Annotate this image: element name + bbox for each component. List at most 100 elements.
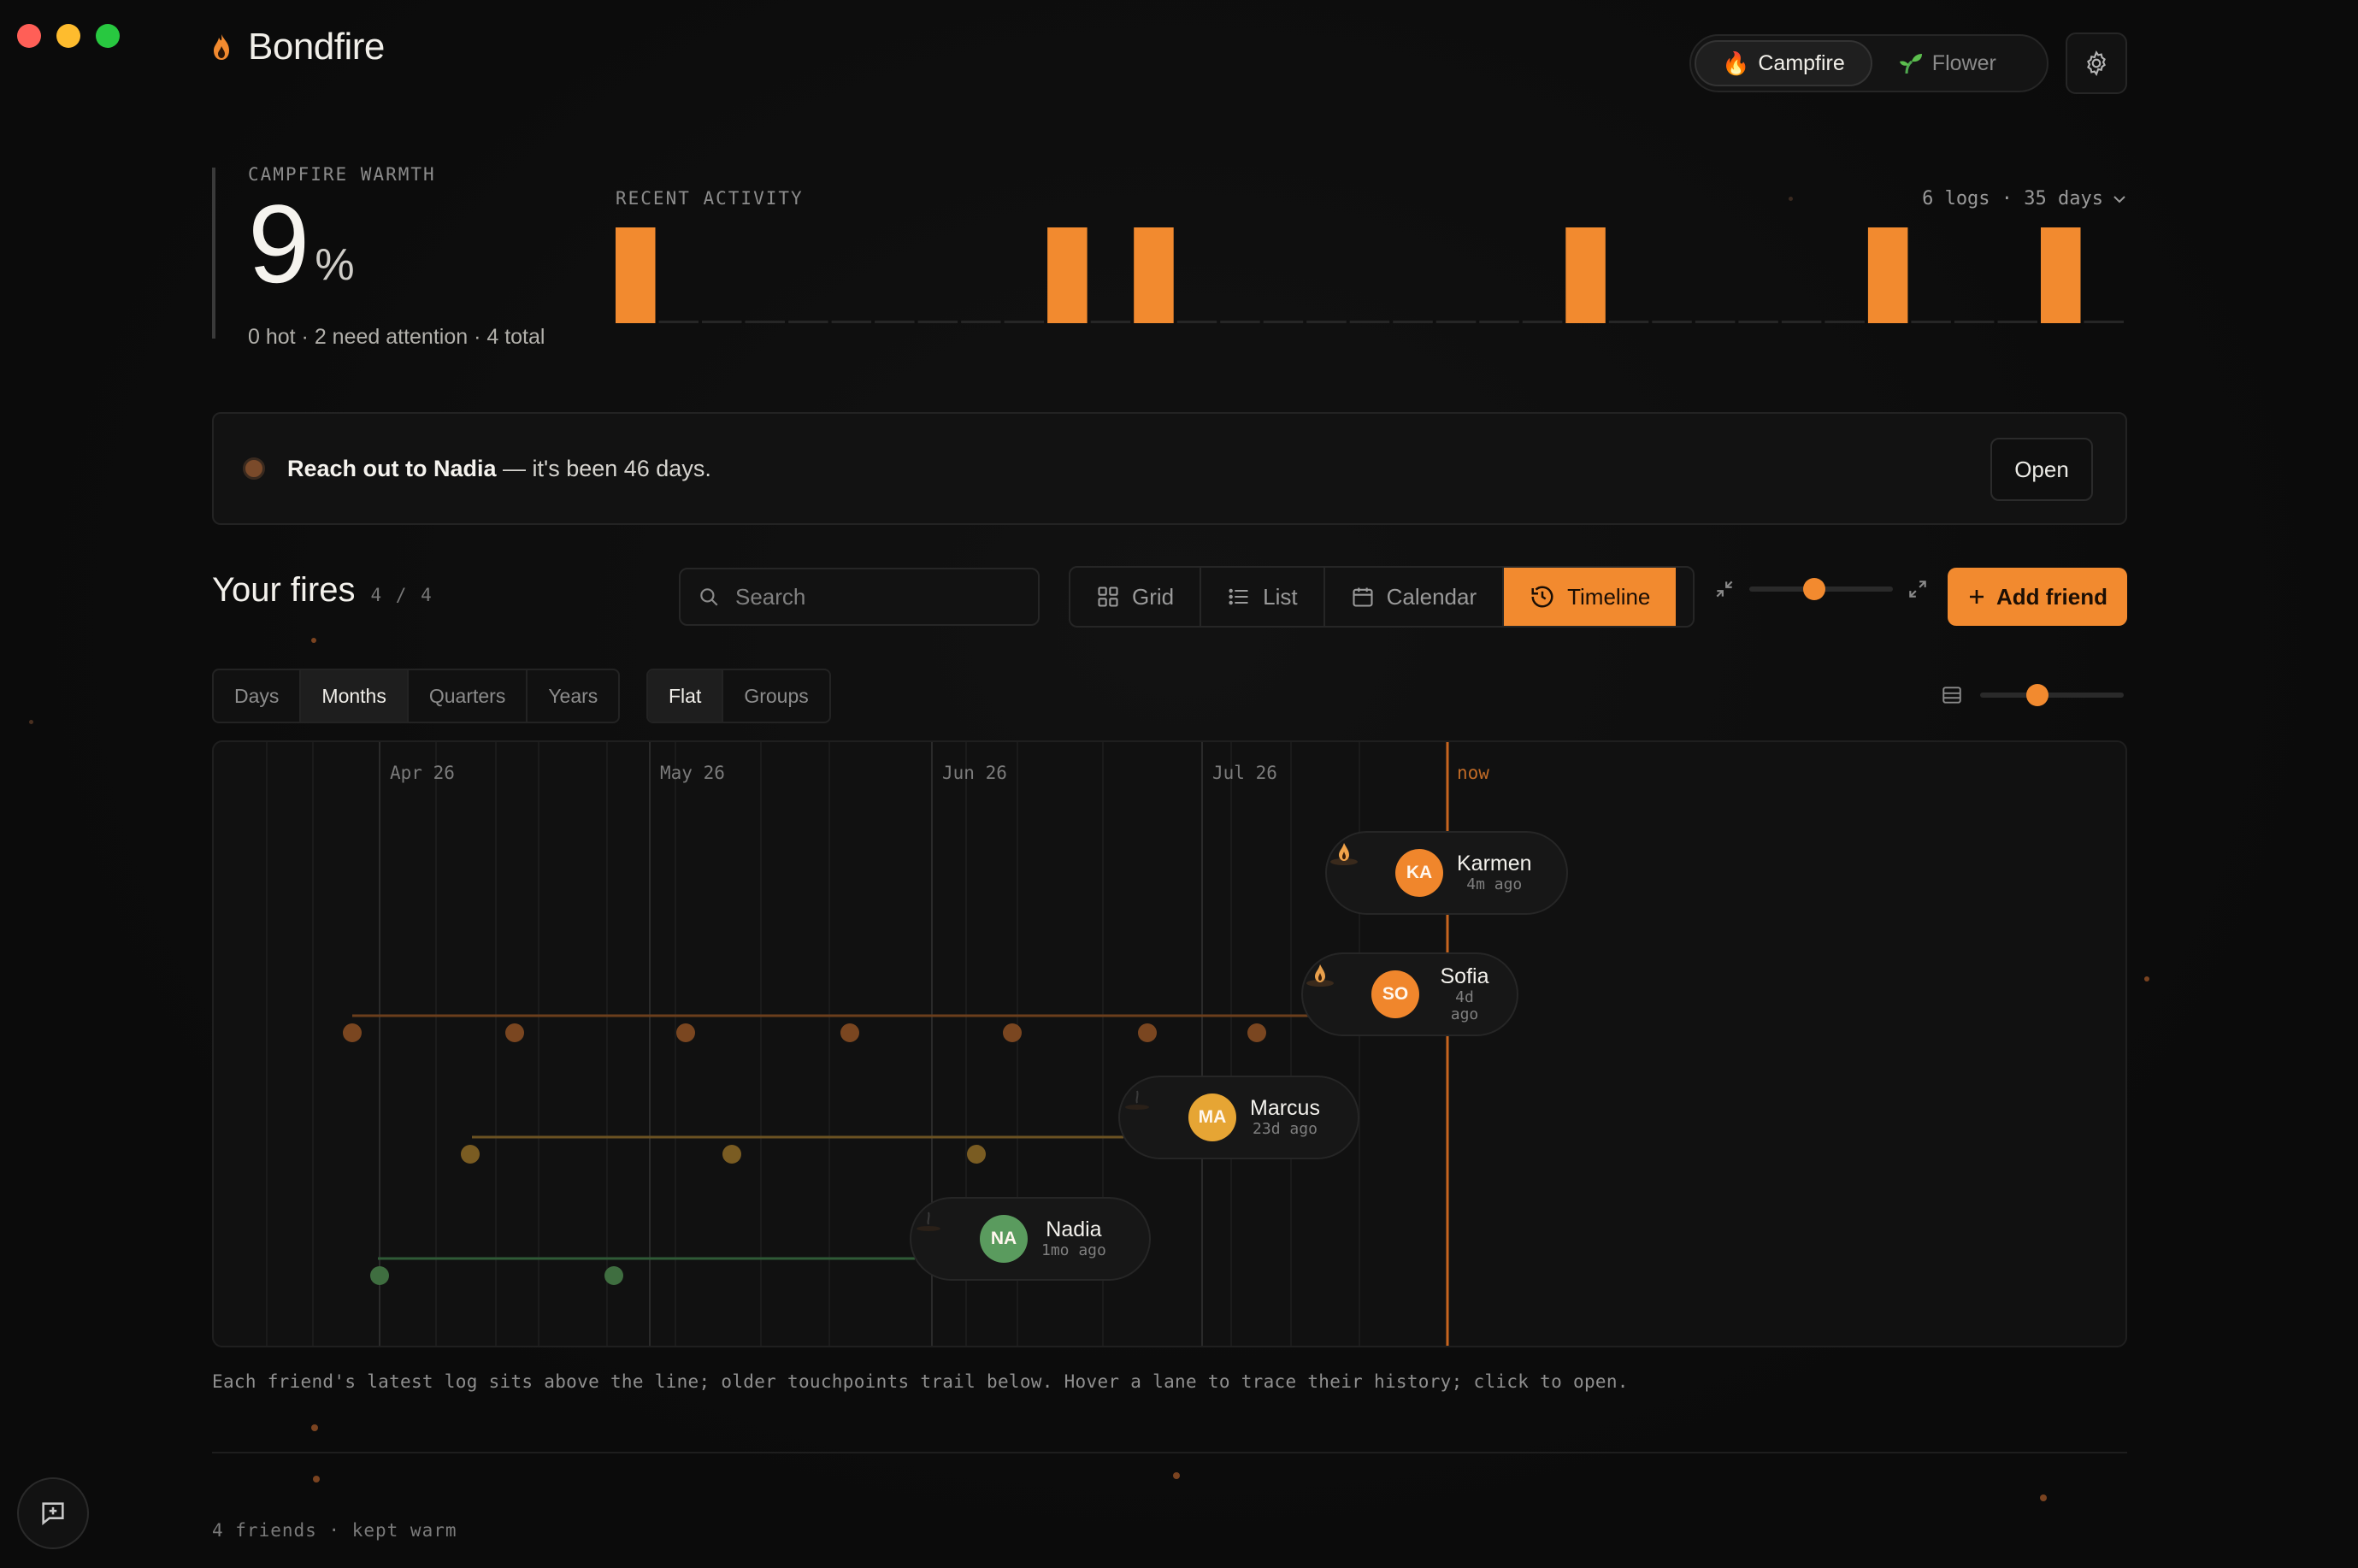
reminder-status-dot [243, 457, 265, 480]
list-icon [1229, 588, 1248, 605]
activity-empty-day [1522, 321, 1563, 323]
settings-button[interactable] [2066, 32, 2127, 94]
sprout-icon [1899, 54, 1922, 74]
activity-bar [1565, 227, 1606, 323]
range-days-button[interactable]: Days [214, 670, 302, 722]
rows-icon [1942, 687, 1961, 704]
fires-count: 4 / 4 [370, 585, 433, 605]
campfire-icon [1330, 843, 1388, 897]
history-icon [1531, 586, 1553, 608]
search-input[interactable]: Search [679, 568, 1040, 626]
activity-empty-day [702, 321, 742, 323]
friend-pill-karmen[interactable]: KA Karmen 4m ago [1325, 831, 1568, 915]
ember-particle [311, 1424, 318, 1431]
activity-empty-day [1738, 321, 1778, 323]
activity-empty-day [961, 321, 1001, 323]
activity-empty-day [1263, 321, 1304, 323]
feedback-button[interactable] [17, 1477, 89, 1549]
smoke-icon [917, 1211, 973, 1263]
range-months-button[interactable]: Months [301, 670, 409, 722]
campfire-warmth-stat: CAMPFIRE WARMTH 9 % 0 hot · 2 need atten… [212, 164, 545, 349]
activity-empty-day [788, 321, 828, 323]
activity-empty-day [1479, 321, 1519, 323]
ember-particle [313, 1476, 320, 1483]
mode-toggle: 🔥 Campfire Flower [1689, 34, 2049, 92]
layout-groups-button[interactable]: Groups [744, 684, 809, 707]
ember-particle [1173, 1472, 1180, 1479]
timeline-canvas [266, 742, 1449, 1346]
warmth-label: CAMPFIRE WARMTH [248, 164, 436, 185]
expand-icon[interactable] [1907, 578, 1929, 600]
maximize-window-button[interactable] [96, 24, 120, 48]
activity-empty-day [1997, 321, 2037, 323]
warmth-unit: % [315, 240, 355, 290]
close-window-button[interactable] [17, 24, 41, 48]
layout-flat-button[interactable]: Flat [648, 670, 724, 722]
activity-bar [1867, 227, 1908, 323]
friend-last-log: 23d ago [1253, 1119, 1318, 1138]
window-controls [17, 24, 120, 48]
avatar: KA [1395, 849, 1443, 897]
divider [212, 1452, 2127, 1453]
view-label: Grid [1132, 583, 1175, 610]
density-slider-knob[interactable] [2026, 684, 2049, 706]
friend-pill-marcus[interactable]: MA Marcus 23d ago [1118, 1076, 1359, 1159]
friend-pill-sofia[interactable]: SO Sofia 4d ago [1301, 952, 1518, 1036]
activity-empty-day [1954, 321, 1995, 323]
add-friend-button[interactable]: Add friend [1948, 568, 2127, 626]
minimize-window-button[interactable] [56, 24, 80, 48]
reminder-friend-name: Reach out to Nadia [287, 455, 497, 481]
month-label: Apr 26 [390, 763, 455, 783]
range-quarters-button[interactable]: Quarters [409, 670, 528, 722]
ember-particle [2144, 976, 2149, 981]
activity-empty-day [1652, 321, 1692, 323]
fires-title: Your fires [212, 571, 356, 609]
activity-empty-day [1090, 321, 1131, 323]
view-list-button[interactable]: List [1201, 568, 1325, 626]
reminder-message: Reach out to Nadia — it's been 46 days. [287, 456, 711, 482]
add-friend-label: Add friend [1996, 583, 2107, 610]
mode-flower-button[interactable]: Flower [1872, 40, 2022, 86]
campfire-icon [1306, 964, 1365, 1018]
activity-empty-day [917, 321, 958, 323]
activity-range-dropdown[interactable]: 6 logs · 35 days [1922, 188, 2127, 209]
activity-empty-day [1004, 321, 1045, 323]
mode-label: Campfire [1758, 50, 1845, 75]
plus-icon [1970, 590, 1984, 604]
activity-empty-day [1781, 321, 1822, 323]
avatar: NA [980, 1215, 1028, 1263]
view-grid-button[interactable]: Grid [1070, 568, 1202, 626]
collapse-icon[interactable] [1713, 578, 1736, 600]
activity-meta-text: 6 logs · 35 days [1922, 188, 2103, 209]
layout-selector: Flat Groups [646, 669, 831, 723]
zoom-slider-knob[interactable] [1802, 578, 1825, 600]
friend-pill-nadia[interactable]: NA Nadia 1mo ago [910, 1197, 1151, 1281]
view-timeline-button[interactable]: Timeline [1504, 568, 1677, 626]
ember-particle [311, 638, 316, 643]
mode-campfire-button[interactable]: 🔥 Campfire [1695, 40, 1872, 86]
activity-empty-day [1825, 321, 1865, 323]
friend-name: Nadia [1046, 1217, 1102, 1242]
activity-empty-day [875, 321, 915, 323]
friend-last-log: 1mo ago [1041, 1241, 1106, 1259]
reminder-open-button[interactable]: Open [1990, 438, 2093, 501]
chevron-down-icon [2113, 195, 2125, 203]
activity-empty-day [1220, 321, 1260, 323]
flame-logo-icon [214, 34, 229, 60]
activity-empty-day [1608, 321, 1649, 323]
activity-empty-day [1695, 321, 1736, 323]
density-slider[interactable] [1980, 684, 2124, 706]
fires-header: Your fires 4 / 4 [212, 571, 433, 610]
footer-text: 4 friends · kept warm [212, 1520, 457, 1541]
activity-empty-day [745, 321, 785, 323]
warmth-value: 9 [248, 181, 309, 306]
gear-icon [2087, 50, 2106, 76]
zoom-slider[interactable] [1749, 578, 1893, 600]
view-calendar-button[interactable]: Calendar [1325, 568, 1505, 626]
ember-particle [2040, 1494, 2047, 1501]
range-years-button[interactable]: Years [548, 684, 598, 707]
view-switcher: Grid List Calendar Timeline [1069, 566, 1695, 628]
ember-particle [29, 720, 33, 724]
search-placeholder: Search [735, 583, 806, 610]
timeline-panel: Apr 26 May 26 Jun 26 Jul 26 now KA Karme… [212, 740, 2127, 1347]
